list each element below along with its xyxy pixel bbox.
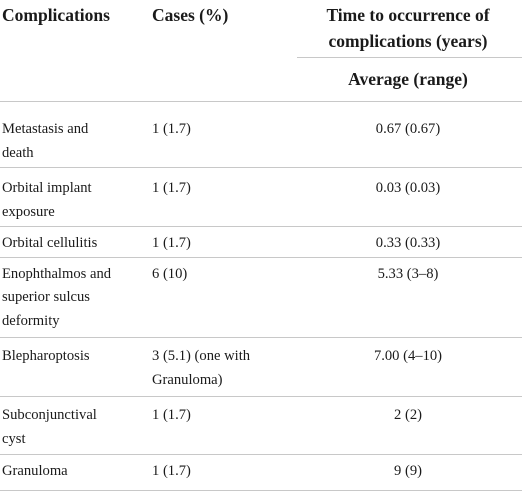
row4-complication-l2: superior sulcus (2, 289, 90, 305)
row2-cases: 1 (1.7) (152, 180, 191, 196)
header-time-line2: complications (years) (328, 31, 488, 51)
row5-rule (0, 396, 522, 397)
row3-cases: 1 (1.7) (152, 235, 191, 251)
row7-cases: 1 (1.7) (152, 463, 191, 479)
row3-complication-l1: Orbital cellulitis (2, 235, 98, 251)
row4-rule (0, 337, 522, 338)
row1-time: 0.67 (0.67) (375, 121, 441, 137)
row3-time: 0.33 (0.33) (375, 235, 441, 251)
row5-time: 7.00 (4–10) (373, 348, 443, 364)
row2-time: 0.03 (0.03) (375, 180, 441, 196)
row5-cases-l2: Granuloma) (152, 372, 223, 388)
row6-complication-l1: Subconjunctival (2, 407, 97, 423)
row5-cases-l1: 3 (5.1) (one with (152, 348, 251, 364)
header-complications: Complications (2, 5, 110, 25)
row3-rule (0, 257, 522, 258)
row5-complication-l1: Blepharoptosis (2, 348, 90, 364)
row6-time: 2 (2) (394, 407, 422, 423)
header-average-range: Average (range) (348, 69, 468, 89)
row6-rule (0, 454, 522, 455)
row1-cases: 1 (1.7) (152, 121, 191, 137)
row4-cases: 6 (10) (152, 266, 188, 282)
row4-complication-l1: Enophthalmos and (2, 266, 112, 282)
row2-complication-l1: Orbital implant (2, 180, 92, 196)
row7-time: 9 (9) (394, 463, 422, 479)
row1-complication-l1: Metastasis and (2, 121, 89, 137)
row6-complication-l2: cyst (2, 431, 26, 447)
row2-complication-l2: exposure (2, 204, 55, 220)
table-bottom-rule (0, 490, 522, 491)
header-cases: Cases (%) (152, 5, 229, 25)
row7-complication-l1: Granuloma (2, 463, 68, 479)
row4-time: 5.33 (3–8) (377, 266, 439, 282)
header-time-line1: Time to occurrence of (326, 5, 490, 25)
row6-cases: 1 (1.7) (152, 407, 191, 423)
row2-rule (0, 226, 522, 227)
header-subrule (297, 57, 522, 58)
row4-complication-l3: deformity (2, 313, 60, 329)
header-bottom-rule (0, 101, 522, 102)
row1-rule (0, 167, 522, 168)
row1-complication-l2: death (2, 145, 34, 161)
